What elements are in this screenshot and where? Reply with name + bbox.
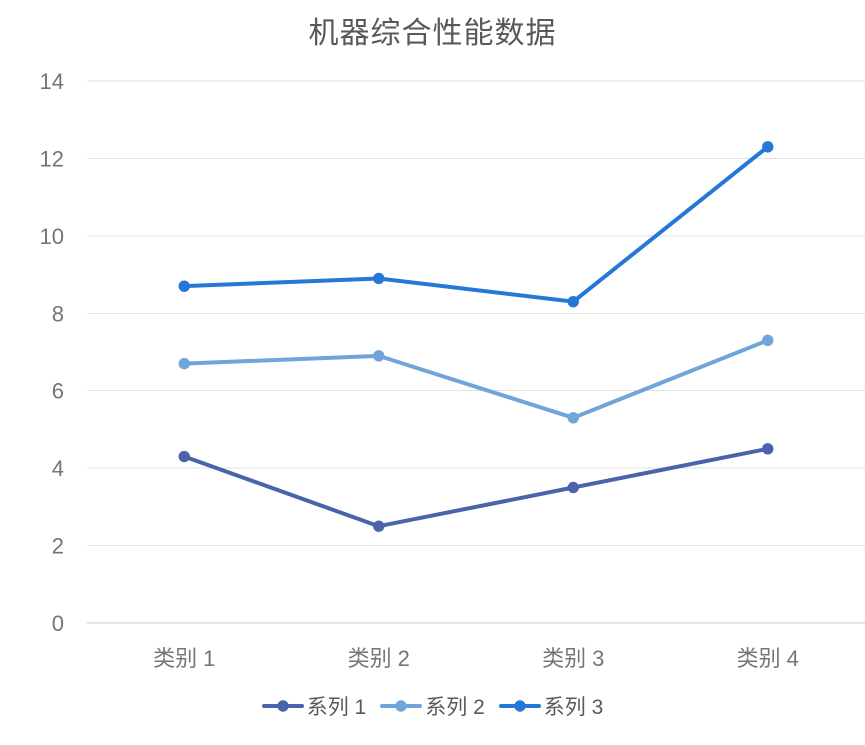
- series-1-point-1: [178, 450, 190, 463]
- series-1-point-4: [762, 443, 774, 455]
- series-2-point-2: [373, 350, 385, 362]
- series-line-2: [182, 338, 770, 420]
- x-category-label-3: 类别 3: [542, 646, 604, 671]
- legend-item-series-2: 系列 2: [380, 691, 485, 721]
- x-category-label-2: 类别 2: [348, 646, 410, 671]
- series-2-point-4: [762, 334, 774, 347]
- series-line-3: [182, 144, 770, 304]
- legend-line-marker-icon: [380, 700, 423, 712]
- legend-item-series-1: 系列 1: [261, 691, 367, 721]
- legend-item-label: 系列 1: [306, 696, 367, 719]
- y-tick-label-8: 8: [52, 301, 64, 326]
- y-tick-label-10: 10: [40, 224, 64, 249]
- y-tick-label-14: 14: [40, 69, 64, 94]
- series-2-point-3: [567, 412, 579, 424]
- series-2-point-1: [178, 357, 190, 370]
- x-category-label-4: 类别 4: [737, 646, 799, 671]
- legend-line-marker-icon: [498, 700, 541, 712]
- y-tick-label-4: 4: [52, 456, 64, 481]
- y-tick-label-0: 0: [52, 611, 64, 636]
- series-3-point-4: [762, 141, 774, 153]
- y-tick-label-12: 12: [40, 146, 64, 171]
- series-1-point-3: [567, 481, 579, 494]
- series-3-point-1: [178, 280, 190, 292]
- x-category-label-1: 类别 1: [153, 646, 215, 671]
- legend-item-label: 系列 3: [543, 696, 604, 719]
- chart-title: 机器综合性能数据: [308, 16, 557, 51]
- legend: 系列 1 系列 2 系列 3: [0, 691, 865, 721]
- y-tick-label-6: 6: [52, 379, 64, 404]
- series-3-point-2: [373, 272, 385, 285]
- legend-item-series-3: 系列 3: [498, 691, 604, 721]
- series-1-point-2: [373, 520, 385, 532]
- series-line-1: [182, 446, 770, 529]
- legend-item-label: 系列 2: [425, 696, 485, 719]
- series-3-point-3: [567, 295, 579, 308]
- y-tick-label-2: 2: [52, 534, 64, 559]
- legend-line-marker-icon: [261, 700, 304, 712]
